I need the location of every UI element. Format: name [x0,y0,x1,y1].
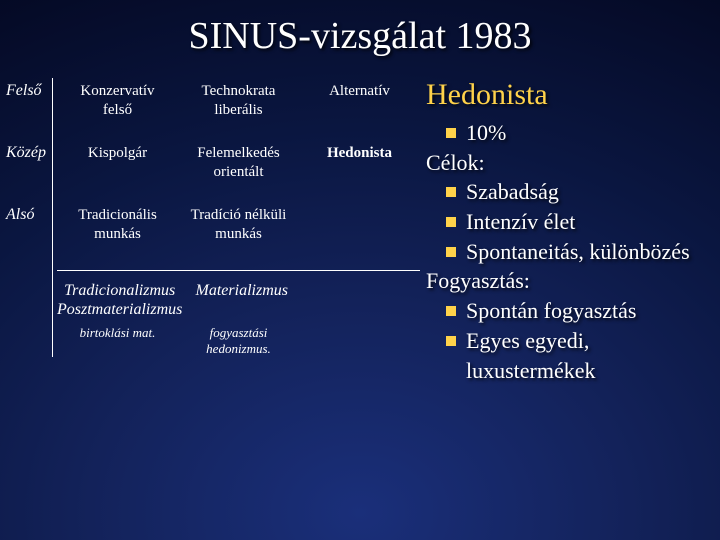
cell: Konzervatív felső [57,80,178,142]
table-row: Kispolgár Felemelkedés orientált Hedonis… [57,142,420,204]
cell: Felemelkedés orientált [178,142,299,204]
square-bullet-icon [446,128,456,138]
cell-line: Alternatív [329,83,390,99]
list-item: Egyes egyedi, luxustermékek [426,326,712,385]
cell: Kispolgár [57,142,178,204]
subfooter-row: birtoklási mat. fogyasztási hedonizmus. [57,325,420,357]
table-row: Konzervatív felső Technokrata liberális … [57,80,420,142]
cell-line: liberális [214,102,262,118]
cell-line: Tradíció nélküli [191,207,287,223]
grid: Konzervatív felső Technokrata liberális … [52,78,420,357]
item-text: 10% [466,118,506,148]
section-label: Célok: [426,148,712,178]
cell-line: Konzervatív [80,83,154,99]
divider [57,270,420,271]
cell-line: felső [103,102,132,118]
footer-line: Tradicionalizmus [64,282,175,299]
cell-line: munkás [94,226,141,242]
list-item: Intenzív élet [426,207,712,237]
footer-cell: Tradicionalizmus Posztmaterializmus [57,281,182,319]
cell-line: Felemelkedés [197,145,279,161]
list-item: Spontaneitás, különbözés [426,237,712,267]
content-area: Felső Közép Alsó Konzervatív felső Techn… [0,78,720,385]
cell-line: Tradicionális [78,207,157,223]
subfooter-cell: fogyasztási hedonizmus. [178,325,299,357]
cell: Tradíció nélküli munkás [178,204,299,266]
slide-title: SINUS-vizsgálat 1983 [0,0,720,58]
left-panel: Felső Közép Alsó Konzervatív felső Techn… [0,78,420,385]
footer-line: Materializmus [196,282,288,299]
footer-row: Tradicionalizmus Posztmaterializmus Mate… [57,281,420,319]
row-labels: Felső Közép Alsó [6,78,52,357]
slide: SINUS-vizsgálat 1983 Felső Közép Alsó Ko… [0,0,720,540]
row-label: Felső [6,82,52,144]
item-text: Egyes egyedi, luxustermékek [466,326,712,385]
row-label: Alsó [6,206,52,268]
cell: Alternatív [299,80,420,142]
panel-heading: Hedonista [426,78,712,112]
cell-line: Hedonista [327,145,392,161]
cell-line: Kispolgár [88,145,147,161]
subfooter-cell [299,325,420,357]
cell-highlight: Hedonista [299,142,420,204]
footer-cell: Materializmus [182,281,301,319]
cell-line: Technokrata [202,83,276,99]
square-bullet-icon [446,336,456,346]
list-item: Szabadság [426,177,712,207]
cell-line: orientált [214,164,264,180]
cell-line: munkás [215,226,262,242]
item-text: Spontán fogyasztás [466,296,636,326]
cell: Tradicionális munkás [57,204,178,266]
bullet-list: Spontán fogyasztás Egyes egyedi, luxuste… [426,296,712,385]
bullet-list: 10% [426,118,712,148]
square-bullet-icon [446,306,456,316]
cell [299,204,420,266]
cell: Technokrata liberális [178,80,299,142]
section-label: Fogyasztás: [426,266,712,296]
footer-cell [301,281,420,319]
footer-line: Posztmaterializmus [57,301,182,318]
list-item: Spontán fogyasztás [426,296,712,326]
table-row: Tradicionális munkás Tradíció nélküli mu… [57,204,420,266]
subfooter-cell: birtoklási mat. [57,325,178,357]
item-text: Spontaneitás, különbözés [466,237,690,267]
right-panel: Hedonista 10% Célok: Szabadság Intenzív … [420,78,720,385]
square-bullet-icon [446,217,456,227]
bullet-list: Szabadság Intenzív élet Spontaneitás, kü… [426,177,712,266]
square-bullet-icon [446,247,456,257]
row-label: Közép [6,144,52,206]
item-text: Intenzív élet [466,207,575,237]
item-text: Szabadság [466,177,559,207]
square-bullet-icon [446,187,456,197]
list-item: 10% [426,118,712,148]
milieu-table: Felső Közép Alsó Konzervatív felső Techn… [6,78,420,357]
